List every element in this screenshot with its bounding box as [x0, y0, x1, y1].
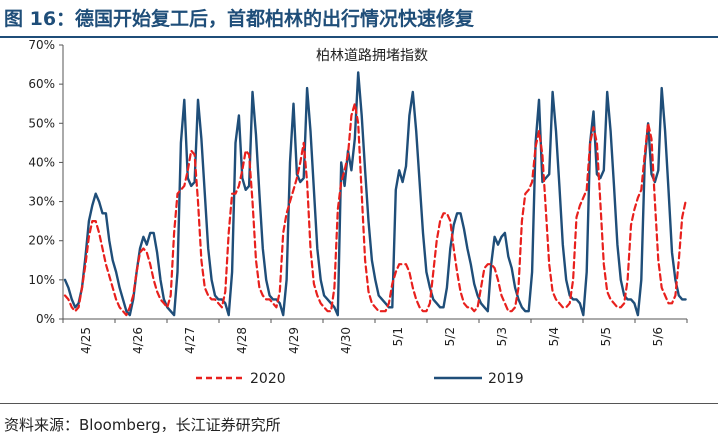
series-layer [63, 71, 687, 317]
x-axis: 4/25 4/26 4/27 4/28 4/29 4/30 5/1 5/2 5/3 5/4 5/5 5… [62, 318, 688, 354]
series-line-2020 [63, 102, 687, 317]
y-tick-label: 20% [28, 234, 55, 248]
y-tick-label: 10% [28, 273, 55, 287]
y-tick-label: 0% [36, 312, 55, 326]
y-tick-label: 60% [28, 77, 55, 91]
y-tick-label: 30% [28, 195, 55, 209]
x-tick-label: 4/27 [183, 327, 197, 354]
chart-title: 柏林道路拥堵指数 [316, 48, 428, 64]
x-tick-label: 4/29 [287, 327, 301, 354]
x-tick-label: 5/2 [443, 327, 457, 346]
x-tick-label: 5/5 [599, 327, 613, 346]
x-tick-label: 5/1 [391, 327, 405, 346]
line-chart: 柏林道路拥堵指数 0%10%20%30%40%50%60%70% 4/25 4/2… [28, 38, 688, 387]
y-axis: 0% 10% 20% 30% 40% 50% 60% 70% [28, 38, 64, 326]
y-tick-label: 40% [28, 155, 55, 169]
x-tick-label: 4/25 [79, 327, 93, 354]
x-tick-label: 4/28 [235, 327, 249, 354]
legend: 2020 2019 [196, 371, 524, 387]
series-line-2019 [63, 71, 687, 317]
figure-title: 图 16：德国开始复工后，首都柏林的出行情况快速修复 [4, 8, 475, 30]
source-note: 资料来源：Bloomberg，长江证券研究所 [4, 416, 281, 434]
legend-label-2019: 2019 [488, 371, 524, 387]
x-tick-label: 5/3 [495, 327, 509, 346]
x-tick-label: 4/30 [339, 327, 353, 354]
x-tick-label: 4/26 [131, 327, 145, 354]
y-tick-label: 50% [28, 116, 55, 130]
x-tick-label: 5/4 [547, 327, 561, 346]
legend-label-2020: 2020 [250, 371, 286, 387]
footer-divider [0, 403, 718, 404]
figure-header: 图 16：德国开始复工后，首都柏林的出行情况快速修复 [0, 0, 718, 38]
y-tick-label: 70% [28, 38, 55, 52]
x-tick-label: 5/6 [651, 327, 665, 346]
